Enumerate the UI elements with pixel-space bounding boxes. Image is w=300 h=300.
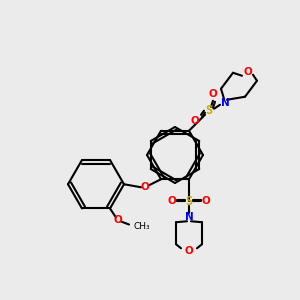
Text: O: O — [190, 116, 200, 126]
Text: N: N — [184, 212, 194, 222]
Text: S: S — [185, 195, 193, 208]
Text: S: S — [206, 104, 213, 117]
Text: O: O — [184, 246, 194, 256]
Text: O: O — [141, 182, 149, 192]
Text: O: O — [114, 215, 122, 226]
Text: CH₃: CH₃ — [133, 222, 150, 231]
Text: N: N — [220, 98, 230, 108]
Text: O: O — [208, 89, 217, 99]
Text: O: O — [202, 196, 210, 206]
Text: O: O — [244, 67, 252, 77]
Text: O: O — [168, 196, 176, 206]
